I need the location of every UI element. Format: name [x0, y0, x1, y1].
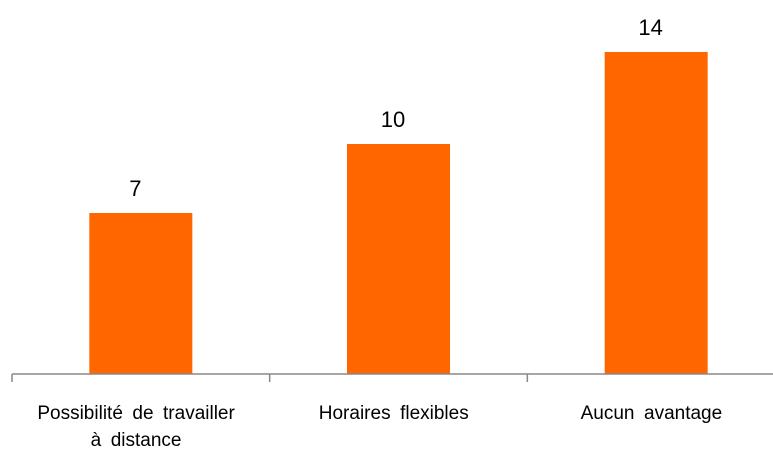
data-label: 7: [129, 176, 152, 201]
data-label: 14: [638, 15, 673, 40]
x-axis: [11, 373, 773, 382]
x-tick-label: Possibilité de travailler: [37, 403, 244, 424]
data-labels-group: 7 10 14: [129, 15, 674, 201]
x-tick-labels-group: Possibilité de travailler à distance Hor…: [37, 403, 731, 451]
x-tick-label: à distance: [91, 430, 191, 451]
x-tick-label: Aucun avantage: [581, 403, 732, 424]
cropped-title-fragment: [0, 0, 740, 6]
bar: [89, 213, 193, 374]
bar: [347, 144, 450, 374]
x-tick-label: Horaires flexibles: [319, 403, 478, 424]
bar: [604, 52, 708, 374]
data-label: 10: [381, 107, 416, 132]
bars-group: [89, 52, 708, 374]
